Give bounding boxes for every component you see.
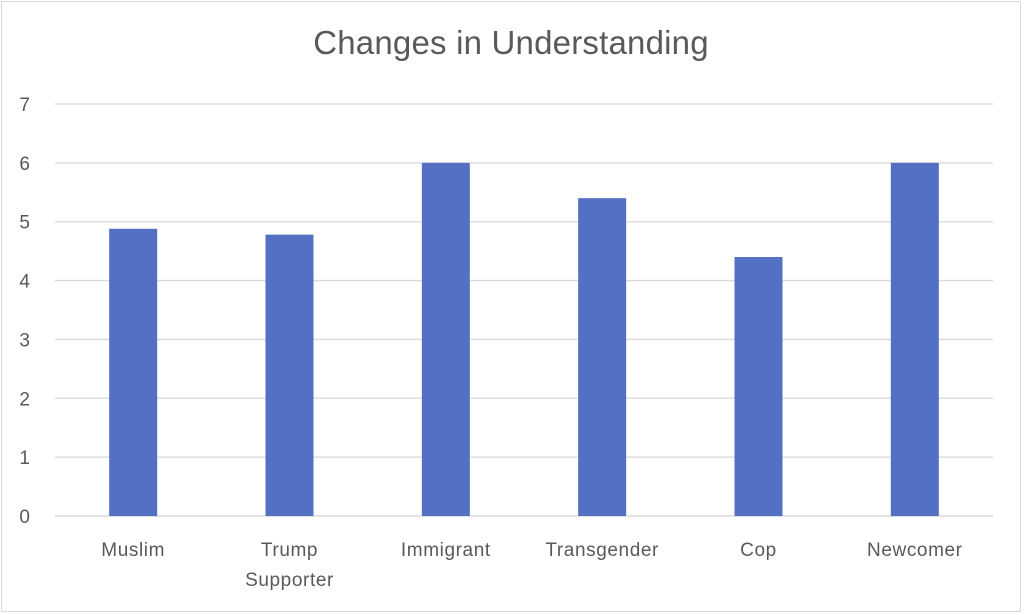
x-tick-label-line: Newcomer [867, 540, 963, 561]
x-tick-label-line: Trump [261, 540, 318, 561]
x-tick-label-line: Immigrant [401, 540, 491, 561]
x-tick-label-line: Muslim [101, 540, 165, 561]
bar-cop [734, 257, 783, 516]
bars [109, 162, 939, 517]
bar-muslim [109, 228, 158, 516]
x-tick-label: Transgender [545, 540, 659, 561]
y-axis-ticks: 0 1 2 3 4 5 6 7 [19, 95, 30, 528]
y-tick-label: 1 [19, 448, 30, 469]
x-tick-label: Newcomer [867, 540, 963, 561]
bar-trump-supporter [265, 234, 314, 517]
y-tick-label: 0 [19, 507, 30, 528]
y-tick-label: 3 [19, 330, 30, 351]
x-tick-label: Trump Supporter [245, 540, 334, 591]
bar-immigrant [421, 162, 470, 516]
bar-transgender [578, 198, 627, 516]
x-tick-label: Cop [740, 540, 777, 561]
x-axis-ticks: Muslim Trump Supporter Immigrant Transgender… [101, 540, 962, 591]
y-tick-label: 6 [19, 154, 30, 175]
x-tick-label: Immigrant [401, 540, 491, 561]
bar-newcomer [890, 162, 939, 516]
y-tick-label: 7 [19, 95, 30, 116]
x-tick-label-line: Cop [740, 540, 777, 561]
gridlines [55, 103, 993, 517]
x-tick-label-line: Transgender [545, 540, 659, 561]
y-tick-label: 2 [19, 389, 30, 410]
x-tick-label: Muslim [101, 540, 165, 561]
y-tick-label: 4 [19, 272, 30, 293]
y-tick-label: 5 [19, 213, 30, 234]
chart-title: Changes in Understanding [313, 24, 709, 61]
x-tick-label-line: Supporter [245, 570, 334, 591]
